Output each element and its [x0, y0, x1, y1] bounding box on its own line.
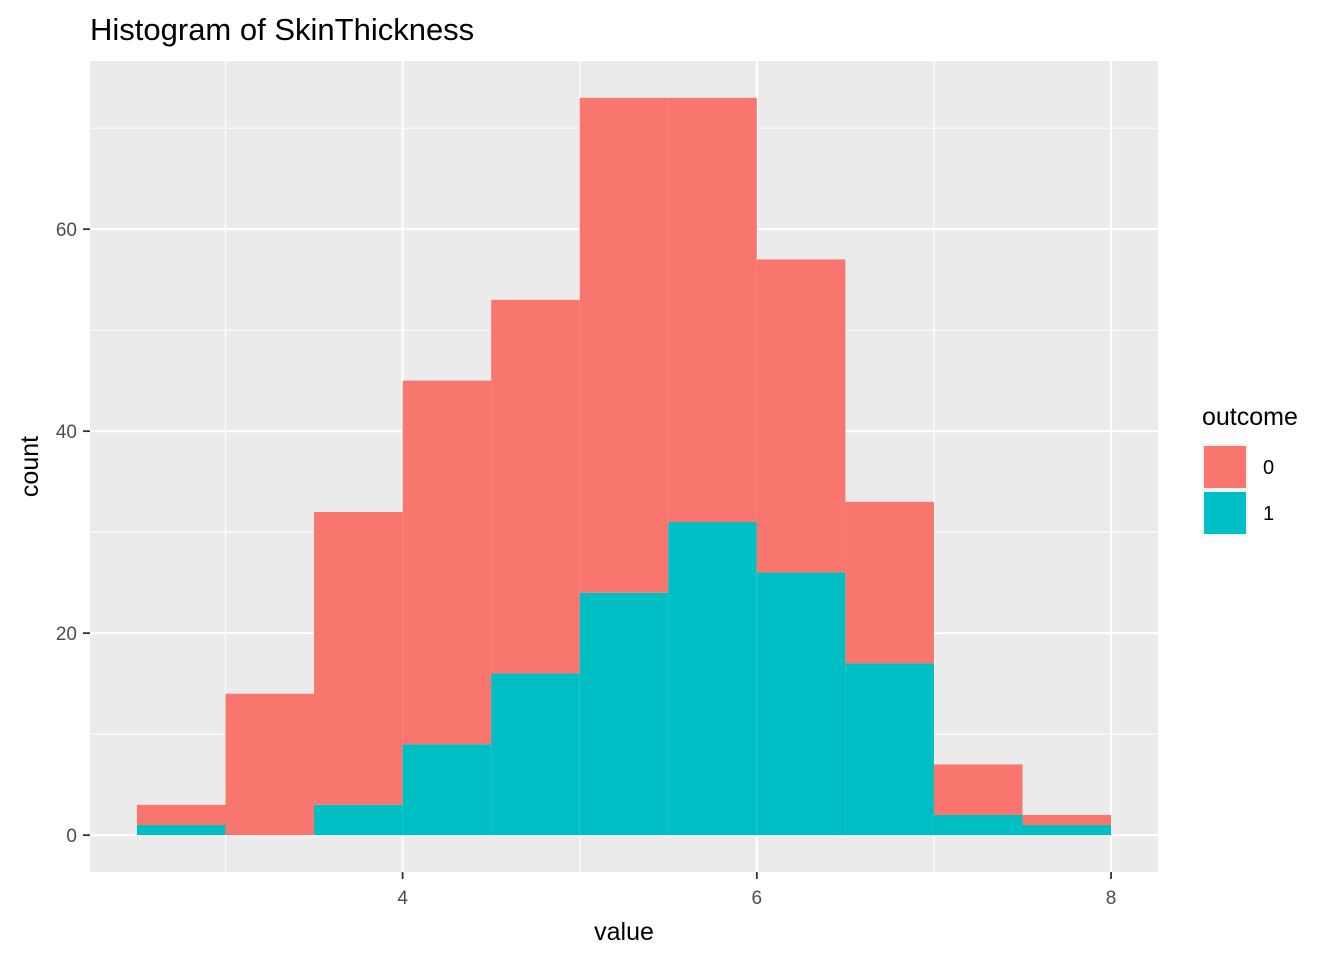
y-tick-label-60: 60: [56, 220, 77, 241]
axis-ticks: [83, 228, 1112, 879]
histogram-bars: [136, 97, 1112, 836]
bar-outcome-0-bin-4: [491, 299, 580, 674]
bar-outcome-1-bin-10: [1022, 825, 1112, 836]
bar-outcome-1-bin-4: [491, 673, 580, 836]
y-tick-label-40: 40: [56, 422, 77, 443]
bar-outcome-1-bin-7: [756, 572, 846, 836]
y-tick-labels: 0 20 40 60: [56, 220, 77, 847]
bar-outcome-0-bin-1: [225, 693, 315, 836]
y-axis-title: count: [16, 436, 44, 497]
bar-outcome-0-bin-9: [933, 764, 1023, 815]
x-tick-label-4: 4: [397, 888, 408, 909]
bar-outcome-1-bin-2: [314, 804, 403, 836]
x-axis-title: value: [594, 918, 654, 946]
legend: outcome 0 1: [1202, 403, 1298, 536]
bar-outcome-0-bin-8: [845, 501, 934, 664]
x-tick-label-6: 6: [752, 888, 763, 909]
legend-label-1: 1: [1263, 503, 1274, 525]
bar-outcome-1-bin-9: [933, 814, 1023, 836]
bar-outcome-0-bin-3: [402, 380, 492, 745]
bar-outcome-0-bin-10: [1022, 814, 1112, 826]
bar-outcome-1-bin-0: [136, 825, 226, 836]
legend-label-0: 0: [1263, 457, 1274, 479]
y-tick-label-0: 0: [66, 826, 77, 847]
bar-outcome-0-bin-5: [579, 97, 669, 593]
chart-title: Histogram of SkinThickness: [90, 12, 474, 47]
bar-outcome-0-bin-2: [314, 511, 403, 805]
bar-outcome-0-bin-6: [668, 97, 757, 523]
bar-outcome-1-bin-8: [845, 663, 934, 836]
x-tick-labels: 4 6 8: [397, 888, 1116, 909]
bar-outcome-0-bin-0: [136, 804, 226, 826]
legend-title: outcome: [1202, 403, 1298, 431]
x-tick-label-8: 8: [1106, 888, 1117, 909]
bar-outcome-1-bin-5: [579, 592, 669, 836]
bar-outcome-0-bin-7: [756, 259, 846, 573]
bar-outcome-1-bin-3: [402, 744, 492, 836]
legend-key-1: [1204, 492, 1246, 534]
bar-outcome-1-bin-6: [668, 522, 757, 836]
y-tick-label-20: 20: [56, 624, 77, 645]
legend-key-0: [1204, 446, 1246, 488]
